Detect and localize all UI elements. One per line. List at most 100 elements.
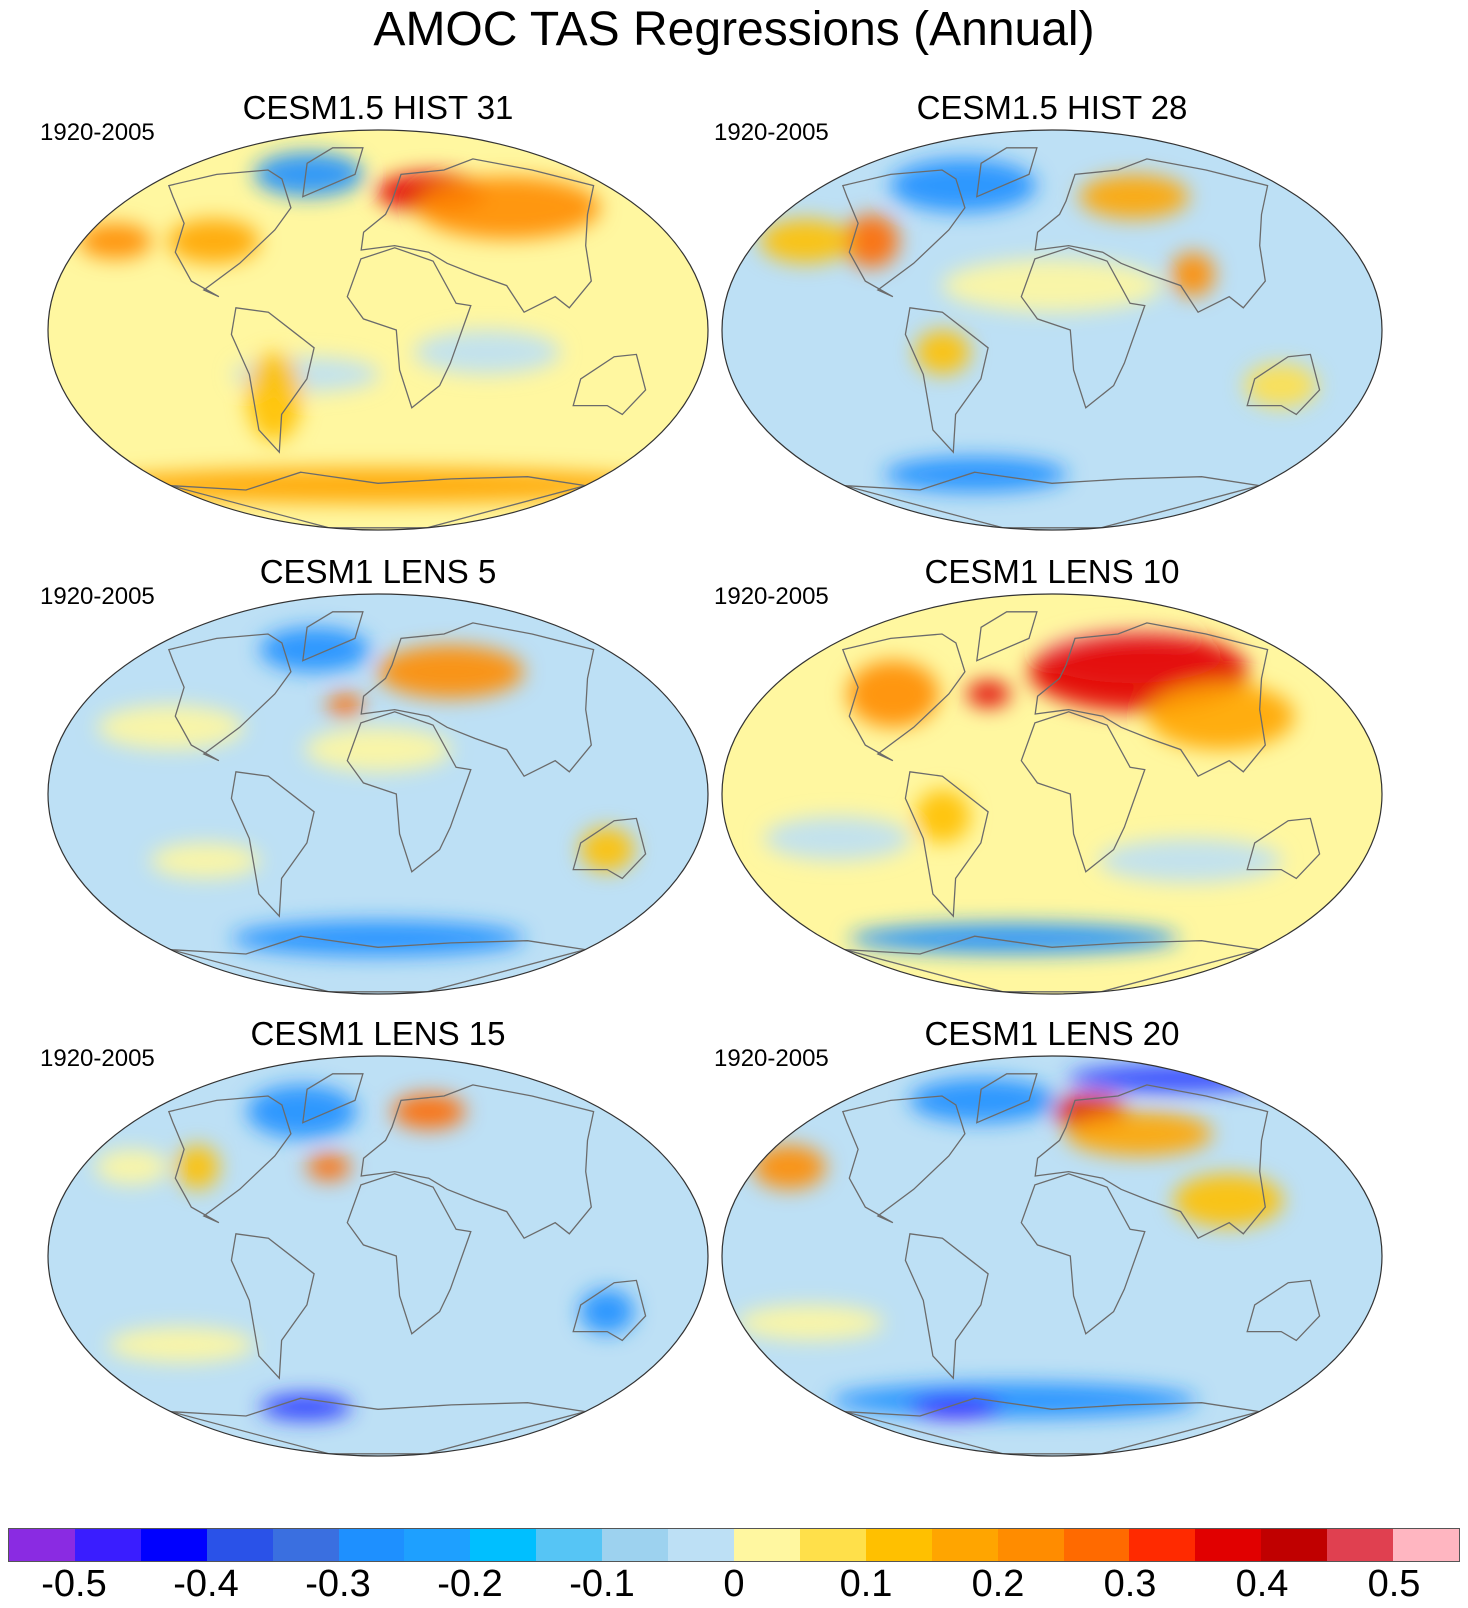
colorbar-tick-label: 0 [723, 1563, 745, 1605]
coastline-africa [1020, 247, 1146, 409]
panel-period: 1920-2005 [714, 583, 829, 610]
coastline-north-america [167, 169, 292, 298]
anomaly-patch [253, 152, 364, 197]
anomaly-patch [107, 1327, 255, 1363]
anomaly-patch [1244, 363, 1318, 408]
anomaly-patch [1147, 682, 1295, 750]
coastline-greenland [976, 611, 1038, 662]
anomaly-patch [1098, 838, 1282, 883]
coastline-europe-asia [1034, 158, 1269, 314]
coastline-europe-asia [360, 158, 595, 314]
anomaly-patch [416, 176, 601, 239]
anomaly-patch [304, 727, 452, 772]
coastline-greenland [302, 147, 364, 198]
coastline-north-america [167, 633, 292, 762]
colorbar-box [997, 1529, 1064, 1561]
regression-map [721, 129, 1383, 531]
anomaly-patch [306, 1153, 351, 1181]
map-border [721, 1055, 1383, 1457]
anomaly-patch [764, 816, 911, 861]
anomaly-patch [246, 352, 302, 442]
colorbar-box [668, 1529, 734, 1561]
colorbar-box [1129, 1529, 1196, 1561]
coastline-antarctica [170, 1397, 586, 1455]
colorbar-tick-label: 0.3 [1103, 1563, 1157, 1605]
anomaly-patch [1170, 252, 1215, 297]
anomaly-field [94, 1073, 647, 1455]
colorbar-box [931, 1529, 998, 1561]
coastline-greenland [976, 1073, 1038, 1124]
anomaly-patch [847, 660, 940, 728]
coastline-south-america [230, 1233, 315, 1380]
coastline-south-america [904, 771, 989, 918]
colorbar-box [733, 1529, 800, 1561]
panel-title: CESM1.5 HIST 31 [242, 89, 514, 126]
anomaly-patch [1078, 174, 1189, 219]
anomaly-patch [78, 223, 152, 259]
colorbar-tick-label: -0.5 [41, 1563, 107, 1605]
panel-title: CESM1 LENS 10 [924, 553, 1180, 590]
coastline-north-america [841, 1095, 966, 1224]
colorbar-labels: -0.5 -0.4 -0.3 -0.2 -0.1 0 0.1 0.2 0.3 0.4 0.5 [8, 1564, 1460, 1608]
anomaly-field [97, 611, 647, 993]
colorbar-box [1393, 1529, 1459, 1561]
coastline-africa [346, 1173, 472, 1335]
coastline-antarctica [844, 471, 1260, 529]
anomaly-patch [377, 645, 524, 699]
colorbar-box [272, 1529, 339, 1561]
coastline-north-america [841, 633, 966, 762]
coastline-antarctica [844, 1397, 1260, 1455]
colorbar-box [602, 1529, 669, 1561]
colorbar-box [799, 1529, 866, 1561]
anomaly-patch [736, 1304, 884, 1341]
anomaly-patch [579, 827, 635, 872]
coastline-africa [346, 247, 472, 409]
map-border [721, 129, 1383, 531]
coastline-south-america [904, 307, 989, 454]
coastline-africa [346, 711, 472, 873]
anomaly-patch [884, 456, 1068, 493]
anomaly-field [78, 147, 672, 529]
colorbar-box [865, 1529, 932, 1561]
anomaly-patch [167, 218, 260, 264]
anomaly-patch [231, 920, 525, 957]
colorbar-box [470, 1529, 537, 1561]
colorbar-tick-label: -0.3 [305, 1563, 371, 1605]
anomaly-patch [915, 789, 971, 843]
map-border [721, 593, 1383, 995]
coastline-australia [572, 353, 647, 416]
coastline-antarctica [170, 471, 586, 529]
map-panel-cesm1-lens-20: CESM1 LENS 20 1920-2005 [712, 1014, 1392, 1474]
coastline-australia [1246, 1279, 1321, 1342]
anomaly-patch [910, 1396, 1002, 1419]
colorbar-box [404, 1529, 471, 1561]
coastline-greenland [302, 1073, 364, 1124]
regression-map [721, 593, 1383, 995]
coastline-north-america [841, 169, 966, 298]
anomaly-patch [579, 1289, 635, 1334]
anomaly-patch [150, 842, 261, 879]
colorbar-tick-label: 0.5 [1367, 1563, 1421, 1605]
anomaly-patch [759, 218, 852, 264]
anomaly-patch [326, 694, 364, 717]
anomaly-patch [175, 1144, 220, 1190]
anomaly-patch [94, 1149, 169, 1185]
colorbar [8, 1528, 1460, 1562]
anomaly-patch [392, 1093, 466, 1130]
map-background [48, 594, 708, 994]
map-background [722, 1056, 1382, 1456]
anomaly-patch [752, 1144, 826, 1190]
map-border [47, 129, 709, 531]
anomaly-patch [260, 1393, 352, 1421]
map-panel-cesm15-hist-28: CESM1.5 HIST 28 1920-2005 [712, 88, 1392, 548]
coastline-australia [1246, 353, 1321, 416]
anomaly-patch [942, 258, 1162, 313]
colorbar-tick-label: 0.1 [839, 1563, 893, 1605]
colorbar-box [1063, 1529, 1130, 1561]
anomaly-patch [909, 1078, 1057, 1123]
coastline-australia [1246, 817, 1321, 880]
anomaly-patch [413, 330, 561, 375]
anomaly-patch [843, 214, 899, 268]
colorbar-box [1327, 1529, 1394, 1561]
anomaly-field [759, 147, 1321, 529]
